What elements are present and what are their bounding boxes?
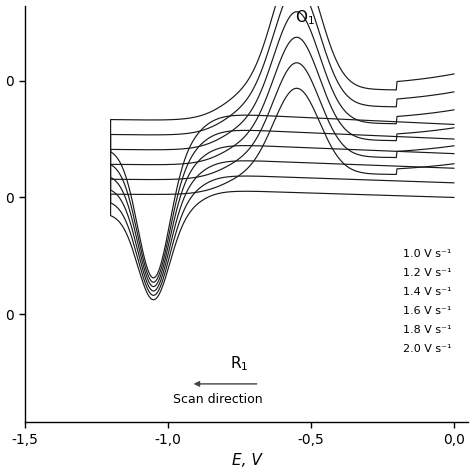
Text: R$_1$: R$_1$ [230, 355, 249, 374]
X-axis label: E, V: E, V [232, 454, 262, 468]
Text: 1.0 V s⁻¹: 1.0 V s⁻¹ [402, 248, 451, 259]
Text: 1.4 V s⁻¹: 1.4 V s⁻¹ [402, 287, 451, 297]
Text: O$_1$: O$_1$ [295, 8, 315, 27]
Text: 2.0 V s⁻¹: 2.0 V s⁻¹ [402, 344, 451, 354]
Text: 1.2 V s⁻¹: 1.2 V s⁻¹ [402, 268, 451, 278]
Text: 1.8 V s⁻¹: 1.8 V s⁻¹ [402, 325, 451, 335]
Text: Scan direction: Scan direction [173, 393, 262, 406]
Text: 1.6 V s⁻¹: 1.6 V s⁻¹ [402, 306, 451, 316]
